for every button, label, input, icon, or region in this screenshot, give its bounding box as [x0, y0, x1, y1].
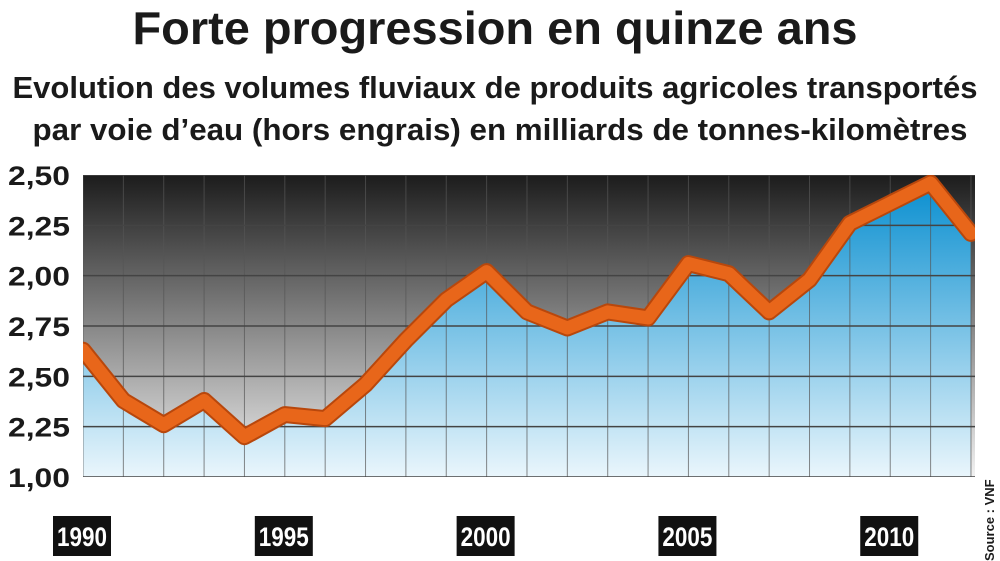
y-tick-label: 2,50: [8, 161, 70, 191]
plot: [83, 175, 975, 477]
x-tick-box: [658, 516, 717, 556]
x-tick-box: [53, 516, 111, 556]
chart-subtitle: Evolution des volumes fluviaux de produi…: [13, 70, 978, 105]
y-tick-label: 1,00: [8, 463, 70, 493]
y-tick-label: 2,75: [8, 312, 70, 342]
y-tick-label: 2,50: [8, 362, 70, 392]
x-tick-label: 2010: [864, 522, 914, 552]
source: Source : VNF: [982, 479, 997, 561]
x-tick-label: 1990: [57, 522, 107, 552]
x-tick-box: [254, 516, 313, 556]
line: [83, 176, 975, 444]
x-tick-label: 2000: [461, 522, 511, 552]
x-tick-box: [456, 516, 515, 556]
y-tick-label: 2,25: [8, 211, 70, 241]
chart-title: Forte progression en quinze ans: [133, 2, 858, 54]
x-tick-box: [860, 516, 919, 556]
y-tick-label: 2,25: [8, 413, 70, 443]
x-tick-label: 2005: [662, 522, 712, 552]
chart-subtitle: par voie d’eau (hors engrais) en milliar…: [33, 112, 968, 147]
y-tick-label: 2,00: [8, 262, 70, 292]
x-tick-label: 1995: [259, 522, 309, 552]
